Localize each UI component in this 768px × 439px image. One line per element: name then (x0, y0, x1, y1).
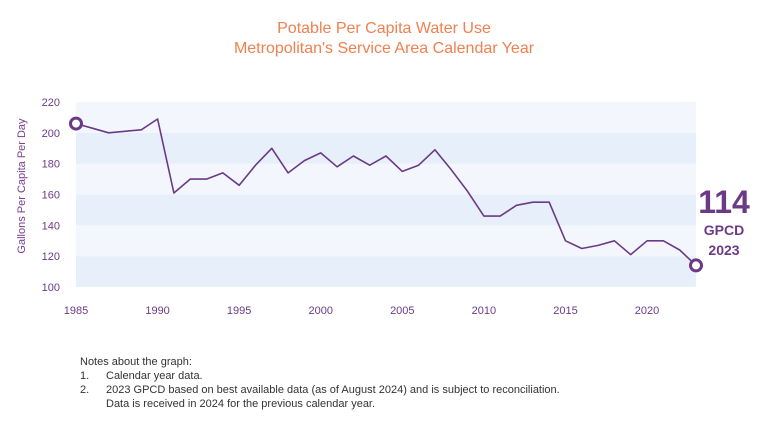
callout-unit: GPCD (703, 222, 745, 238)
notes-heading: Notes about the graph: (80, 356, 192, 368)
series-line (75, 118, 697, 266)
x-tick-label: 2020 (635, 305, 659, 317)
note-item: 2. 2023 GPCD based on best available dat… (80, 383, 560, 397)
note-number: 1. (80, 370, 90, 382)
x-tick-label: 2015 (553, 305, 577, 317)
callout-value: 114 (698, 184, 750, 220)
note-text: Calendar year data. (106, 370, 203, 382)
y-tick-label: 200 (42, 128, 60, 140)
y-tick-label: 160 (42, 190, 60, 202)
chart-subtitle: Metropolitan's Service Area Calendar Yea… (233, 40, 535, 57)
grid-band (76, 132, 696, 164)
y-tick-label: 220 (42, 97, 60, 109)
grid-band (76, 102, 696, 133)
note-continuation: Data is received in 2024 for the previou… (106, 398, 376, 410)
y-tick-label: 120 (42, 251, 60, 263)
x-tick-label: 1995 (227, 305, 251, 317)
x-tick-label: 1990 (145, 305, 169, 317)
x-tick-label: 2010 (472, 305, 496, 317)
x-tick-label: 1985 (64, 305, 88, 317)
chart-title: Potable Per Capita Water Use (277, 20, 491, 37)
y-tick-label: 140 (42, 220, 60, 232)
callout-year: 2023 (708, 242, 740, 258)
grid-band (76, 256, 696, 287)
y-tick-label: 100 (42, 282, 60, 294)
endpoint-marker (69, 116, 83, 131)
x-tick-label: 2000 (308, 305, 332, 317)
grid-band (76, 225, 696, 257)
y-tick-label: 180 (42, 159, 60, 171)
x-tick-label: 2005 (390, 305, 414, 317)
notes-section: Notes about the graph: 1. Calendar year … (80, 355, 560, 411)
endpoint-marker (689, 258, 703, 273)
note-text: 2023 GPCD based on best available data (… (106, 384, 560, 396)
grid-band (76, 194, 696, 226)
note-number: 2. (80, 384, 90, 396)
note-item: 1. Calendar year data. (80, 369, 560, 383)
